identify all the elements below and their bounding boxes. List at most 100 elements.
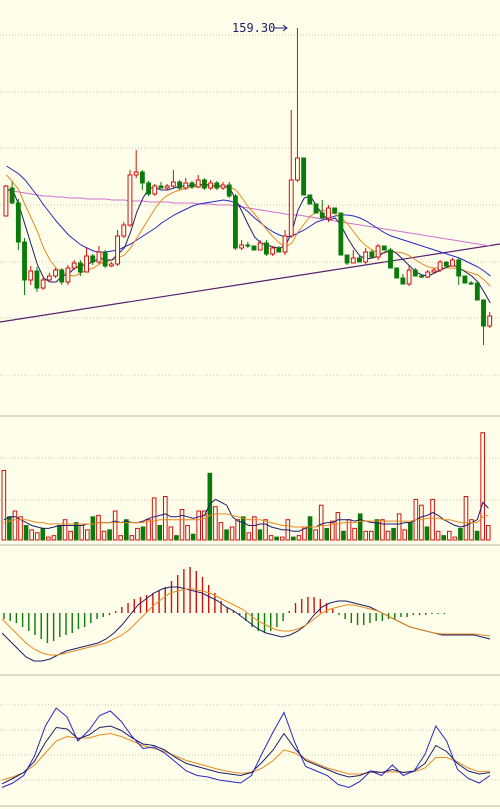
candle-body	[474, 282, 480, 301]
candle-body	[425, 271, 431, 278]
volume-bar	[118, 535, 124, 541]
volume-bar	[107, 529, 112, 541]
volume-bar	[79, 525, 85, 541]
candle-body	[164, 185, 170, 189]
candle-body	[487, 315, 493, 327]
volume-bar	[335, 511, 341, 541]
volume-bar	[57, 525, 62, 541]
peak-price-label: 159.30	[232, 21, 275, 35]
candle-body	[443, 261, 449, 267]
macd-pane	[1, 567, 491, 662]
candle-body	[381, 245, 387, 251]
volume-bar	[179, 509, 185, 541]
volume-bar	[196, 510, 202, 541]
candle-body	[319, 212, 325, 219]
candle-body	[220, 184, 226, 189]
volume-bar	[124, 519, 129, 541]
volume-bar	[190, 533, 196, 541]
volume-bar	[424, 526, 430, 541]
candle-body	[481, 299, 486, 327]
candle-body	[46, 275, 52, 281]
kdj-j-line	[1, 707, 491, 789]
volume-bar	[274, 536, 279, 541]
volume-bar	[446, 530, 452, 541]
candle-body	[22, 241, 27, 281]
volume-bar	[407, 522, 413, 541]
trendline	[0, 243, 500, 323]
volume-pane	[0, 432, 500, 541]
volume-bar	[101, 530, 107, 541]
candle-body	[456, 259, 462, 277]
volume-bar	[252, 516, 257, 541]
volume-bar	[291, 536, 296, 541]
candle-body	[152, 185, 158, 195]
volume-bar	[369, 530, 374, 541]
candle-body	[412, 269, 418, 277]
candle-body	[15, 202, 21, 243]
volume-bar	[279, 536, 285, 541]
candle-body	[71, 262, 77, 269]
volume-bar	[318, 504, 324, 541]
volume-bar	[385, 530, 391, 541]
volume-bar	[73, 522, 79, 541]
volume-bar	[34, 532, 40, 541]
candle-body	[232, 195, 238, 249]
candle-body	[462, 275, 468, 284]
candle-body	[468, 282, 474, 285]
volume-bar	[40, 527, 46, 541]
candle-body	[388, 249, 393, 269]
candle-body	[431, 269, 437, 273]
candle-body	[139, 171, 145, 184]
volume-bar	[441, 535, 447, 541]
candle-body	[437, 261, 443, 271]
volume-bar	[18, 516, 23, 541]
candle-body	[115, 235, 120, 265]
candle-body	[158, 185, 164, 189]
candle-body	[450, 259, 455, 267]
volume-bar	[474, 530, 480, 541]
candle-body	[226, 184, 232, 197]
candle-body	[146, 182, 152, 195]
candle-body	[338, 212, 344, 256]
volume-bar	[146, 519, 151, 541]
volume-bar	[112, 510, 118, 541]
candle-body	[313, 203, 319, 214]
peak-arrow-icon	[274, 24, 288, 32]
volume-bar	[469, 519, 474, 541]
candle-body	[369, 251, 375, 258]
volume-bar	[330, 520, 335, 541]
kdj-k-line	[1, 725, 491, 785]
volume-bar	[68, 530, 73, 541]
volume-bar	[324, 527, 330, 541]
volume-bar	[85, 529, 90, 541]
candle-body	[270, 247, 276, 255]
volume-bar	[207, 472, 213, 541]
candle-body	[344, 254, 350, 264]
candle-body	[84, 255, 89, 273]
candle-body	[301, 157, 307, 196]
volume-bar	[240, 516, 246, 541]
volume-ma-short-line	[3, 498, 489, 532]
volume-bar	[357, 513, 363, 541]
candle-body	[40, 279, 46, 289]
candle-body	[102, 251, 108, 267]
volume-bar	[391, 527, 396, 541]
candle-body	[177, 181, 183, 189]
volume-bar	[218, 522, 224, 541]
volume-ma-long-line	[3, 513, 489, 528]
volume-bar	[363, 530, 369, 541]
volume-bar	[463, 496, 469, 541]
candle-body	[195, 179, 201, 188]
volume-bar	[140, 526, 146, 541]
candle-body	[394, 267, 400, 279]
candle-body	[96, 251, 102, 263]
volume-bar	[458, 527, 463, 541]
candle-body	[34, 270, 40, 289]
candle-body	[307, 194, 313, 205]
volume-bar	[96, 514, 101, 541]
candle-body	[363, 251, 369, 263]
volume-bar	[135, 527, 140, 541]
candle-body	[276, 247, 282, 253]
volume-bar	[162, 496, 168, 541]
volume-bar	[7, 516, 12, 541]
